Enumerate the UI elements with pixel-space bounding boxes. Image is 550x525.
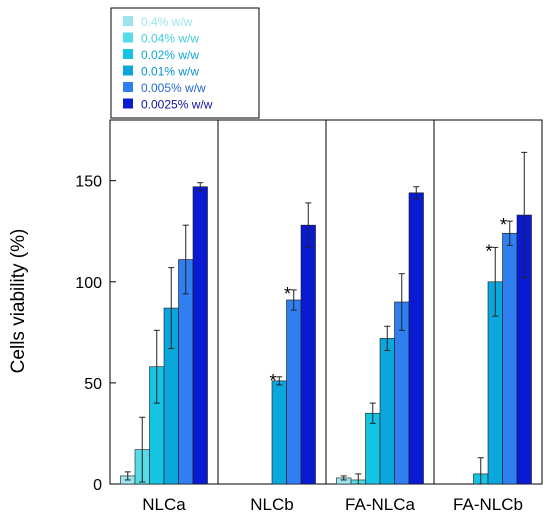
category-label: NLCb [250,495,293,514]
legend-label: 0.04% w/w [141,32,199,46]
bar [271,380,287,485]
significance-star: * [485,241,492,261]
bar [379,338,395,485]
bar [365,412,381,485]
significance-star: * [500,215,507,235]
legend-swatch [123,32,133,43]
legend-swatch [123,65,133,76]
category-label: NLCa [142,495,186,514]
legend-label: 0.4% w/w [141,15,193,29]
bar [502,232,518,485]
plot-frame-group [109,119,543,485]
bar [300,224,316,485]
y-tick-label: 150 [75,174,102,191]
legend-box [110,7,260,119]
legend-swatch [123,16,133,26]
significance-star: * [269,371,276,391]
bar [408,192,424,485]
legend-label: 0.0025% w/w [141,98,213,112]
legend: 0.4% w/w 0.04% w/w 0.02% w/w 0.01% w/w 0.005… [110,7,260,119]
y-tick-label: 50 [84,376,102,393]
bar [286,299,302,485]
category-label: FA-NLCa [345,495,415,514]
legend-swatch [123,82,133,92]
axes-group: Cells viability (%) 0 50 100 150 NLCa NLCb FA-… [8,174,523,514]
legend-swatch [123,49,133,59]
category-label: FA-NLCb [453,495,523,514]
legend-label: 0.005% w/w [141,81,206,95]
legend-label: 0.02% w/w [141,48,199,62]
bars-group: * * * * [120,151,532,485]
bar [192,186,208,485]
legend-swatch [123,98,133,109]
y-tick-label: 0 [93,477,102,494]
y-axis-label: Cells viability (%) [8,229,29,374]
legend-label: 0.01% w/w [141,65,199,79]
significance-star: * [284,284,291,304]
y-tick-label: 100 [75,275,102,292]
